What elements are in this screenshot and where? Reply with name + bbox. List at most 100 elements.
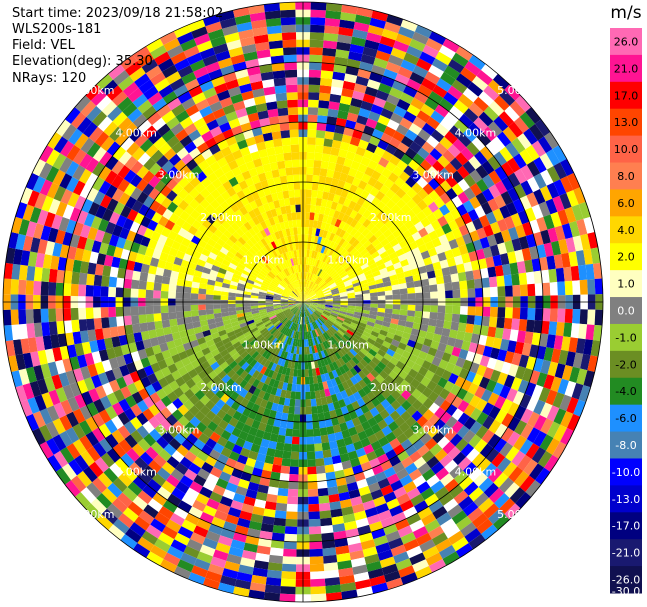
range-gate-cell [463, 108, 479, 123]
range-gate-cell [76, 379, 89, 394]
range-gate-cell [248, 348, 257, 357]
range-gate-cell [320, 342, 326, 351]
range-gate-cell [488, 276, 498, 288]
range-gate-cell [471, 513, 489, 529]
range-gate-cell [310, 17, 326, 26]
range-gate-cell [572, 280, 581, 295]
range-gate-cell [354, 122, 366, 133]
range-gate-cell [531, 204, 544, 220]
range-gate-cell [154, 369, 165, 381]
range-gate-cell [251, 329, 260, 336]
range-gate-cell [299, 302, 303, 309]
range-gate-cell [361, 199, 371, 210]
range-gate-cell [514, 249, 525, 263]
range-gate-cell [441, 369, 452, 381]
range-gate-cell [504, 240, 515, 253]
range-gate-cell [314, 287, 321, 293]
range-gate-cell [131, 443, 146, 457]
range-gate-cell [339, 291, 348, 296]
range-gate-cell [308, 346, 313, 355]
range-gate-cell [509, 100, 526, 117]
range-gate-cell [411, 388, 423, 400]
range-gate-cell [378, 509, 392, 522]
range-gate-cell [309, 563, 325, 572]
range-gate-cell [374, 319, 384, 326]
range-gate-cell [519, 284, 528, 297]
range-gate-cell [317, 107, 329, 117]
range-gate-cell [218, 329, 227, 337]
range-gate-cell [290, 330, 295, 338]
range-gate-cell [5, 340, 16, 357]
range-gate-cell [154, 411, 167, 424]
range-gate-cell [345, 528, 360, 538]
range-gate-cell [452, 451, 467, 466]
range-gate-cell [310, 2, 327, 11]
range-gate-cell [375, 50, 391, 62]
range-gate-cell [527, 283, 536, 297]
range-gate-cell [288, 473, 299, 482]
range-gate-cell [249, 582, 266, 592]
range-gate-cell [304, 279, 306, 288]
range-gate-cell [299, 302, 303, 309]
range-gate-cell [47, 361, 59, 377]
range-gate-cell [322, 287, 331, 293]
range-gate-cell [468, 467, 483, 482]
range-gate-cell [20, 399, 33, 417]
range-gate-cell [319, 510, 332, 519]
range-gate-cell [380, 325, 390, 333]
range-gate-cell [438, 492, 454, 506]
range-gate-cell [535, 467, 551, 485]
range-gate-cell [360, 262, 369, 270]
range-gate-cell [537, 450, 553, 468]
range-gate-cell [237, 478, 250, 489]
range-gate-cell [281, 334, 287, 343]
range-gate-cell [124, 324, 134, 335]
range-gate-cell [499, 146, 514, 162]
colorbar-tick-label: 17.0 [614, 89, 639, 102]
range-gate-cell [496, 275, 505, 287]
range-gate-cell [430, 129, 445, 143]
range-gate-cell [520, 164, 534, 181]
range-gate-cell [367, 176, 378, 187]
range-gate-cell [349, 247, 358, 256]
range-gate-cell [237, 334, 246, 342]
range-gate-cell [358, 276, 367, 282]
range-gate-cell [342, 276, 351, 283]
range-gate-cell [201, 347, 211, 356]
range-gate-cell [277, 487, 289, 497]
range-gate-cell [155, 388, 168, 400]
range-gate-cell [547, 227, 559, 243]
range-gate-cell [362, 240, 372, 249]
range-gate-cell [252, 436, 263, 446]
range-gate-cell [230, 317, 239, 324]
range-gate-cell [221, 337, 231, 345]
range-gate-cell [399, 379, 411, 390]
range-gate-cell [492, 382, 504, 396]
range-gate-cell [322, 47, 337, 57]
range-gate-cell [261, 316, 270, 322]
range-gate-cell [160, 418, 173, 432]
range-gate-cell [229, 381, 240, 392]
range-gate-cell [273, 517, 286, 527]
range-gate-cell [365, 273, 374, 280]
range-gate-cell [235, 420, 245, 431]
range-gate-cell [400, 389, 412, 401]
range-gate-cell [444, 524, 461, 539]
range-gate-cell [428, 90, 444, 105]
range-gate-cell [288, 304, 296, 308]
range-gate-cell [426, 474, 440, 488]
range-gate-cell [118, 472, 133, 487]
range-gate-cell [303, 302, 306, 310]
range-gate-cell [205, 389, 216, 400]
range-gate-cell [415, 165, 427, 177]
range-gate-cell [420, 376, 431, 387]
range-gate-cell [324, 291, 332, 296]
range-gate-cell [303, 287, 305, 295]
colorbar-units-label: m/s [610, 3, 641, 23]
range-gate-cell [403, 85, 418, 98]
range-gate-cell [394, 416, 406, 427]
range-gate-cell [321, 272, 328, 280]
range-gate-cell [389, 182, 401, 194]
range-gate-cell [409, 38, 426, 52]
range-gate-cell [316, 307, 324, 312]
